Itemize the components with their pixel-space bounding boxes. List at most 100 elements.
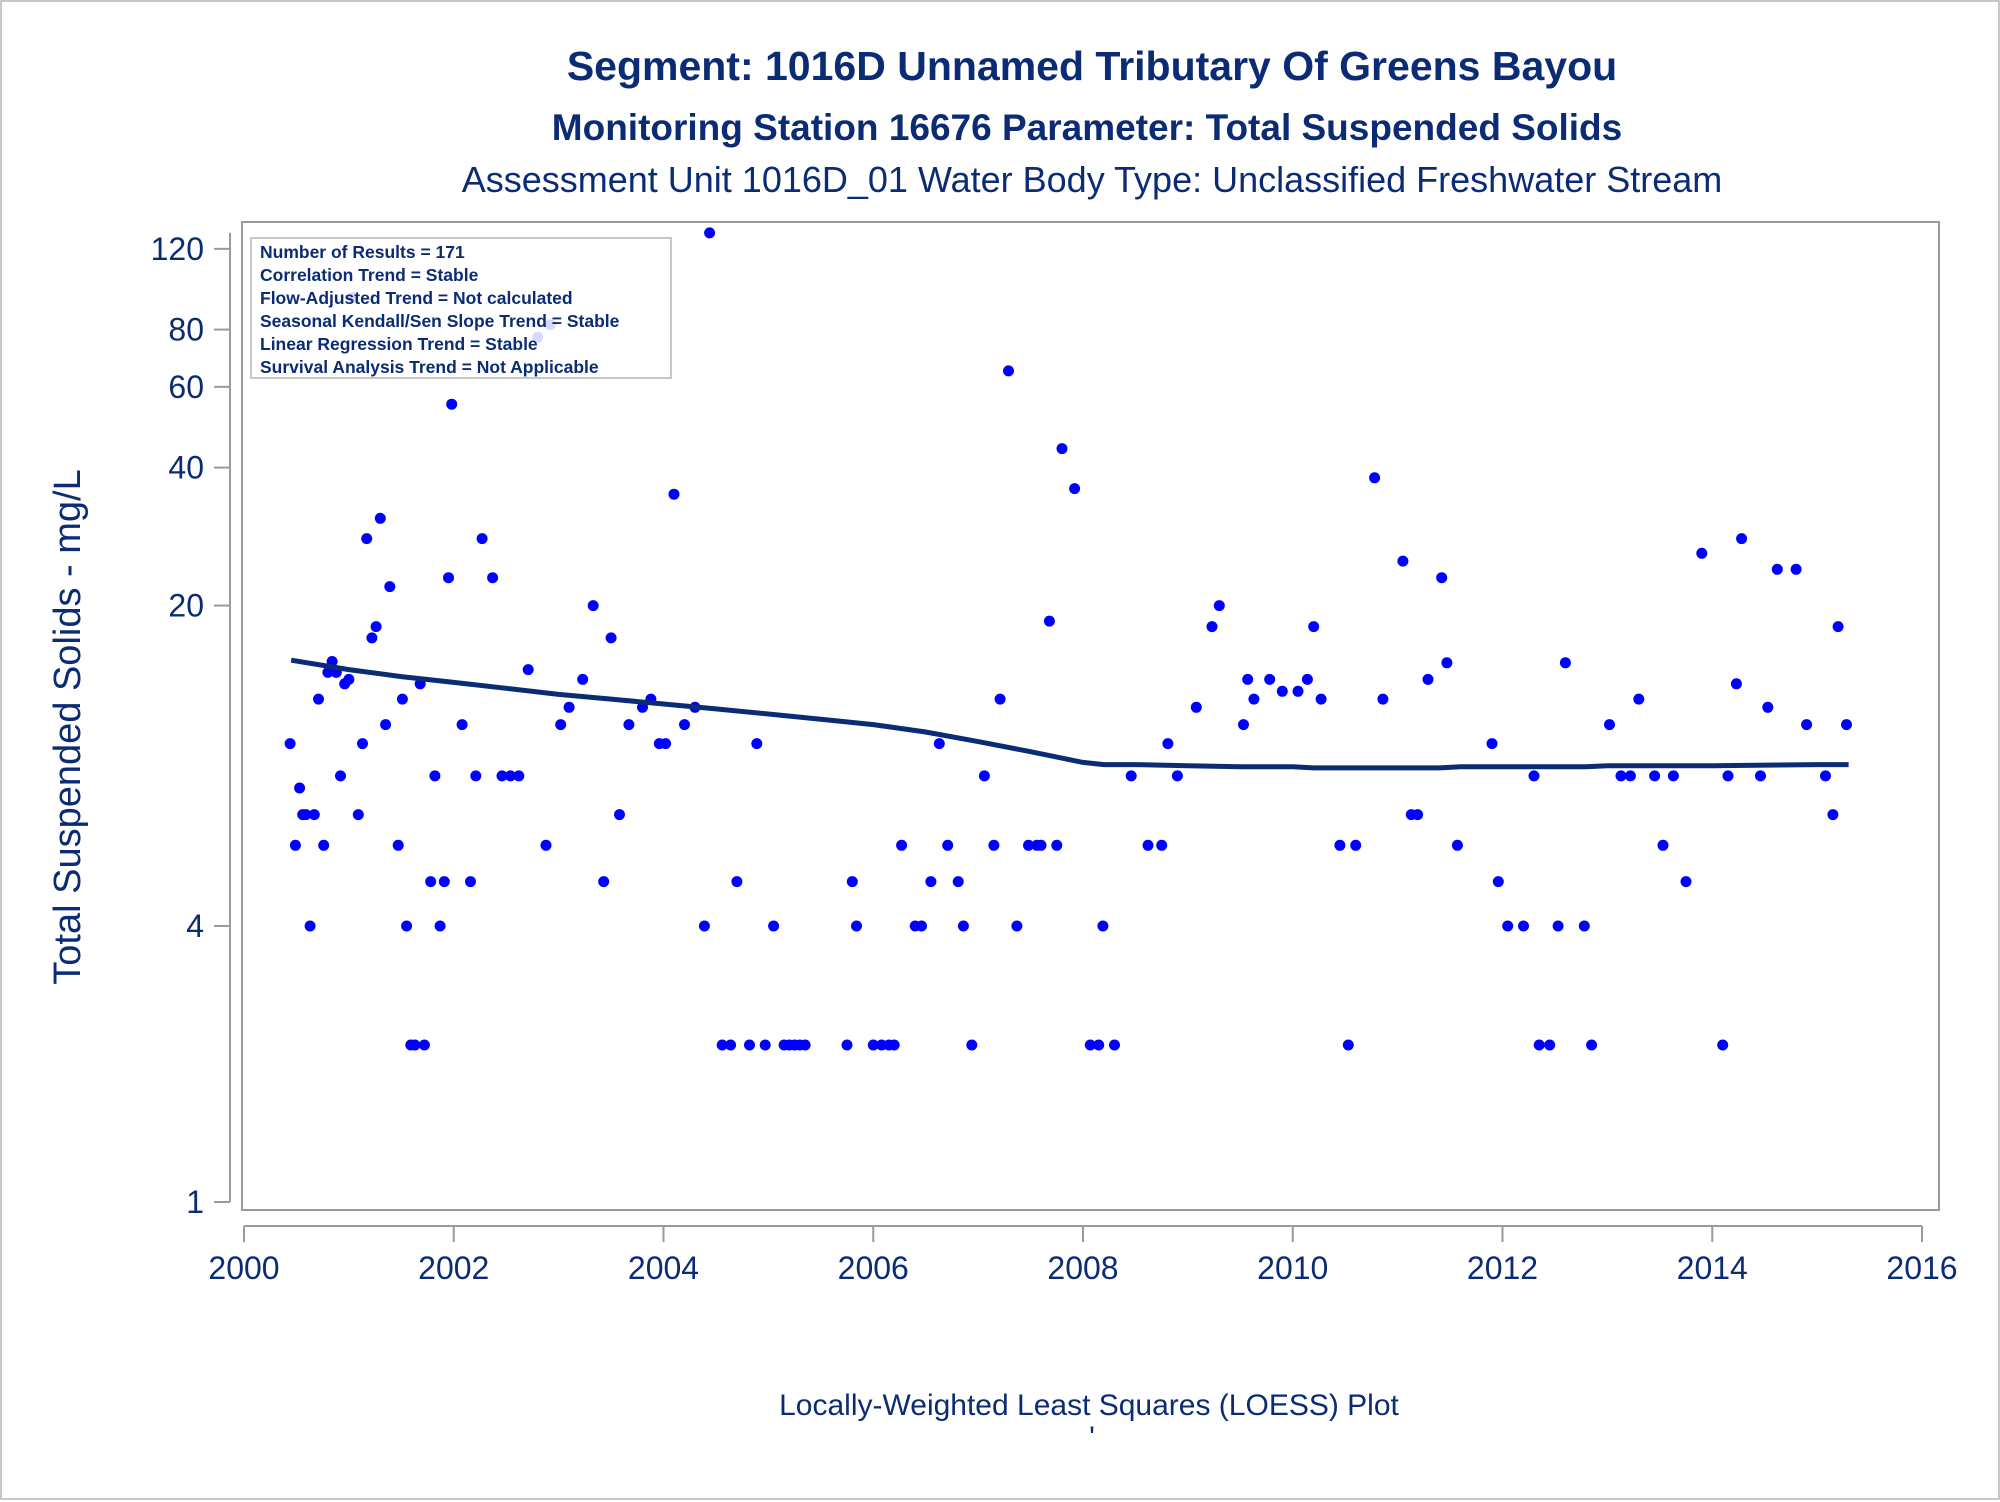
data-point	[1069, 483, 1081, 495]
y-tick-label: 1	[186, 1184, 204, 1220]
data-point	[1755, 770, 1766, 782]
data-point	[768, 920, 780, 932]
data-point	[366, 632, 378, 644]
data-point	[284, 738, 296, 750]
data-point	[1667, 770, 1679, 782]
data-point	[1190, 701, 1202, 713]
data-point	[1801, 719, 1813, 731]
data-point	[851, 920, 862, 932]
data-point	[504, 770, 516, 782]
chart-subtitle: Monitoring Station 16676 Parameter: Tota…	[552, 107, 1622, 148]
data-point	[605, 632, 617, 644]
data-point	[1308, 621, 1320, 633]
data-point	[1578, 920, 1590, 932]
data-point	[370, 621, 382, 633]
data-point	[668, 488, 680, 500]
data-point	[1242, 673, 1254, 685]
data-point	[1264, 673, 1276, 685]
data-point	[1206, 621, 1218, 633]
y-tick-label: 4	[186, 908, 204, 944]
x-tick-label: 2010	[1257, 1250, 1328, 1286]
data-point	[409, 1039, 421, 1051]
data-point	[846, 876, 858, 888]
data-point	[357, 738, 368, 750]
data-point	[957, 920, 969, 932]
data-point	[698, 920, 710, 932]
data-point	[1369, 472, 1381, 484]
data-point	[374, 512, 386, 524]
data-point	[933, 738, 945, 750]
data-point	[1109, 1039, 1120, 1051]
data-point	[1533, 1039, 1545, 1051]
data-point	[1422, 673, 1434, 685]
data-point	[1552, 920, 1564, 932]
loess-line	[290, 657, 1849, 771]
data-point	[522, 664, 534, 676]
footnote: Locally-Weighted Least Squares (LOESS) P…	[779, 1389, 1399, 1422]
stats-line: Correlation Trend = Stable	[260, 265, 479, 285]
data-point	[470, 770, 482, 782]
data-point	[1518, 920, 1529, 932]
data-point	[1093, 1039, 1105, 1051]
data-point	[1412, 809, 1424, 821]
x-tick-label: 2000	[208, 1250, 279, 1286]
data-point	[1615, 770, 1627, 782]
data-point	[577, 673, 589, 685]
y-axis-label: Total Suspended Solids - mg/L	[47, 469, 89, 984]
data-point	[1624, 770, 1636, 782]
data-point	[380, 719, 392, 731]
data-points	[284, 227, 1852, 1051]
x-axis: 2000 2002 2004 2006 2008 2010 2012 2014 2016	[208, 1225, 1958, 1286]
stats-line: Survival Analysis Trend = Not Applicable	[260, 357, 599, 377]
data-point	[396, 693, 408, 705]
data-point	[1142, 839, 1154, 851]
data-point	[343, 673, 355, 685]
data-point	[1003, 365, 1014, 377]
data-point	[716, 1039, 728, 1051]
data-point	[1790, 563, 1802, 575]
data-point	[443, 572, 454, 584]
data-point	[300, 809, 312, 821]
data-point	[1213, 600, 1225, 612]
data-point	[513, 770, 525, 782]
stats-line: Flow-Adjusted Trend = Not calculated	[260, 288, 573, 308]
data-point	[1820, 770, 1831, 782]
data-point	[1084, 1039, 1096, 1051]
data-point	[1301, 673, 1313, 685]
data-point	[1827, 809, 1839, 821]
x-tick-label: 2016	[1886, 1250, 1957, 1286]
data-point	[1051, 839, 1063, 851]
data-point	[384, 581, 396, 593]
data-point	[925, 876, 937, 888]
data-point	[1238, 719, 1249, 731]
data-point	[916, 920, 927, 932]
data-point	[888, 1039, 900, 1051]
stats-legend-box	[250, 237, 672, 379]
y-axis: 1 4 20 40 60 80 120	[151, 231, 231, 1220]
data-point	[1011, 920, 1023, 932]
data-point	[966, 1039, 978, 1051]
data-point	[614, 809, 625, 821]
data-point	[429, 770, 441, 782]
data-point	[942, 839, 954, 851]
data-point	[1162, 738, 1174, 750]
data-point	[587, 600, 599, 612]
data-point	[1604, 719, 1615, 731]
footnote-mark: '	[1089, 1421, 1095, 1454]
data-point	[1035, 839, 1047, 851]
data-point	[744, 1039, 755, 1051]
data-point	[563, 701, 575, 713]
data-point	[335, 770, 346, 782]
data-point	[438, 876, 450, 888]
data-point	[318, 839, 330, 851]
data-point	[994, 693, 1006, 705]
stats-legend: Number of Results = 171 Correlation Tren…	[250, 237, 672, 379]
y-tick-label: 120	[151, 231, 204, 267]
data-point	[598, 876, 610, 888]
data-point	[799, 1039, 811, 1051]
data-point	[988, 839, 1000, 851]
data-point	[1276, 685, 1288, 697]
data-point	[434, 920, 446, 932]
data-point	[1171, 770, 1183, 782]
